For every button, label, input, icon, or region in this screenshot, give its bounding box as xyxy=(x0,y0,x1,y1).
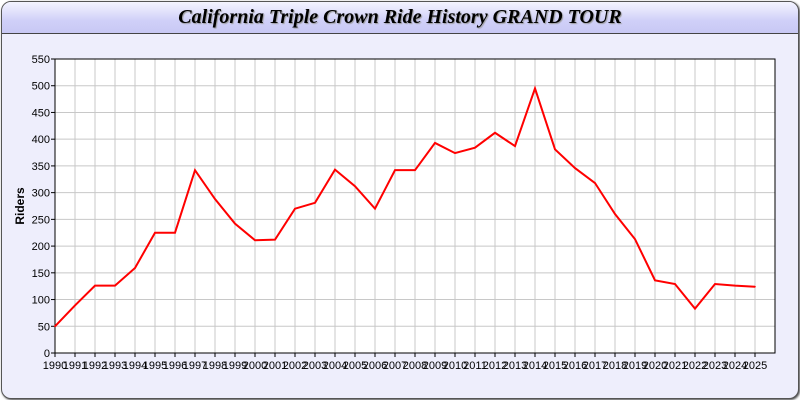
chart-header: California Triple Crown Ride History GRA… xyxy=(2,2,798,34)
x-tick-label: 2011 xyxy=(463,360,487,372)
x-tick-label: 2004 xyxy=(323,360,347,372)
x-tick-label: 2020 xyxy=(643,360,667,372)
x-tick-label: 1992 xyxy=(83,360,107,372)
y-tick-label: 500 xyxy=(32,81,50,93)
data-point xyxy=(354,185,356,188)
x-tick-label: 2021 xyxy=(663,360,687,372)
x-tick-label: 2024 xyxy=(723,360,747,372)
y-tick-label: 100 xyxy=(32,295,50,307)
y-tick-label: 450 xyxy=(32,107,50,119)
x-tick-label: 1993 xyxy=(103,360,127,372)
x-tick-label: 2019 xyxy=(623,360,647,372)
x-tick-label: 2014 xyxy=(523,360,547,372)
data-point xyxy=(414,169,416,171)
data-point xyxy=(194,169,196,171)
data-point xyxy=(754,285,756,288)
data-point xyxy=(214,198,216,200)
x-tick-label: 2005 xyxy=(343,360,367,372)
data-point xyxy=(394,169,396,171)
data-point xyxy=(174,231,176,234)
data-point xyxy=(234,222,236,225)
y-tick-label: 50 xyxy=(38,321,50,333)
data-point xyxy=(574,167,576,169)
data-point xyxy=(94,284,96,287)
data-point xyxy=(654,279,656,282)
data-point xyxy=(254,239,256,242)
data-point xyxy=(614,213,616,215)
x-tick-label: 1990 xyxy=(43,360,67,372)
data-point xyxy=(454,152,456,154)
data-point xyxy=(634,238,636,240)
x-tick-label: 2018 xyxy=(603,360,627,372)
data-point xyxy=(74,304,76,307)
data-point xyxy=(134,267,136,269)
y-tick-label: 300 xyxy=(32,188,50,200)
data-point xyxy=(674,283,676,285)
x-tick-label: 2009 xyxy=(423,360,447,372)
data-point xyxy=(554,148,556,151)
data-point xyxy=(154,231,156,234)
y-tick-label: 150 xyxy=(32,268,50,280)
x-tick-label: 2022 xyxy=(683,360,707,372)
x-tick-label: 2025 xyxy=(743,360,767,372)
data-point xyxy=(54,325,56,328)
x-tick-label: 1995 xyxy=(143,360,167,372)
data-point xyxy=(274,238,276,241)
data-point xyxy=(594,182,596,184)
data-point xyxy=(694,307,696,310)
x-tick-label: 2015 xyxy=(543,360,567,372)
data-point xyxy=(434,142,436,144)
data-point xyxy=(374,207,376,210)
x-tick-label: 2016 xyxy=(563,360,587,372)
y-tick-label: 250 xyxy=(32,214,50,226)
x-tick-label: 1996 xyxy=(163,360,187,372)
chart-title: California Triple Crown Ride History GRA… xyxy=(178,6,622,28)
data-point xyxy=(294,207,296,210)
y-tick-label: 200 xyxy=(32,241,50,253)
data-point xyxy=(714,283,716,285)
y-tick-label: 350 xyxy=(32,161,50,173)
data-point xyxy=(734,284,736,287)
x-tick-label: 2017 xyxy=(583,360,607,372)
y-tick-label: 0 xyxy=(44,348,50,360)
y-tick-label: 400 xyxy=(32,134,50,146)
x-tick-label: 2010 xyxy=(443,360,467,372)
data-point xyxy=(314,201,316,204)
y-axis-label: Riders xyxy=(13,187,27,225)
x-tick-label: 2008 xyxy=(403,360,427,372)
x-tick-label: 1999 xyxy=(223,360,247,372)
series-line xyxy=(54,85,756,327)
x-tick-label: 2001 xyxy=(263,360,287,372)
x-tick-label: 1997 xyxy=(183,360,207,372)
x-tick-label: 2007 xyxy=(383,360,407,372)
x-tick-label: 2006 xyxy=(363,360,387,372)
data-point xyxy=(494,131,496,134)
x-tick-label: 2003 xyxy=(303,360,327,372)
x-tick-label: 1998 xyxy=(203,360,227,372)
x-tick-label: 2012 xyxy=(483,360,507,372)
data-point xyxy=(334,168,336,171)
x-tick-label: 1991 xyxy=(63,360,87,372)
data-point xyxy=(474,146,476,149)
x-tick-label: 2023 xyxy=(703,360,727,372)
x-tick-label: 2002 xyxy=(283,360,307,372)
x-tick-label: 1994 xyxy=(123,360,147,372)
x-tick-label: 2000 xyxy=(243,360,267,372)
data-point xyxy=(514,145,516,147)
y-tick-label: 550 xyxy=(32,54,50,66)
x-tick-label: 2013 xyxy=(503,360,527,372)
data-point xyxy=(534,87,536,90)
data-point xyxy=(114,284,116,287)
